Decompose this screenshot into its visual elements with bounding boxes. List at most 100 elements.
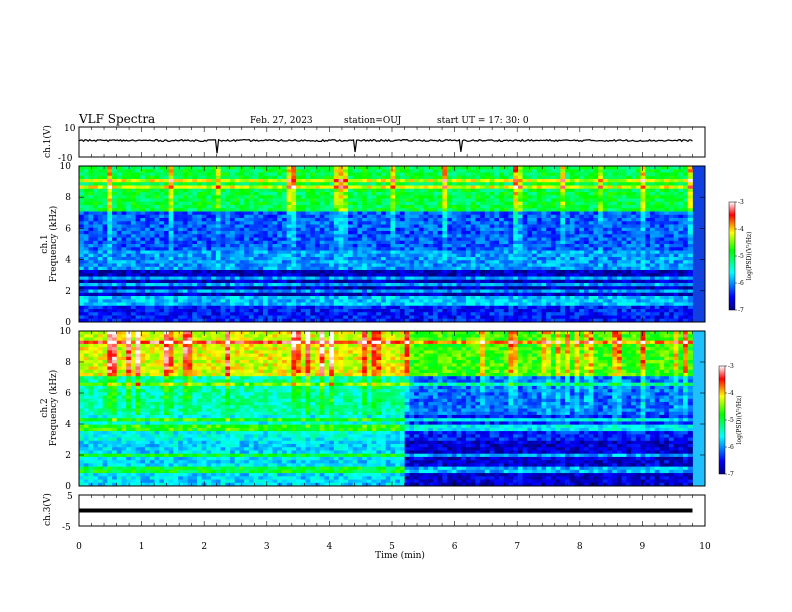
spectrogram-cell <box>395 231 401 235</box>
spectrogram-cell <box>159 247 165 251</box>
spectrogram-cell <box>225 201 231 206</box>
spectrogram-cell <box>574 195 580 199</box>
spectrogram-cell <box>654 279 660 284</box>
spectrogram-cell <box>281 179 288 183</box>
spectrogram-cell <box>130 250 137 255</box>
spectrogram-cell <box>163 175 170 180</box>
spectrogram-cell <box>428 240 434 245</box>
spectrogram-cell <box>381 263 387 268</box>
spectrogram-cell <box>230 218 236 222</box>
spectrogram-cell <box>88 237 94 242</box>
spectrogram-cell <box>527 234 533 238</box>
spectrogram-cell <box>310 283 316 287</box>
spectrogram-cell <box>182 231 188 235</box>
spectrogram-cell <box>281 208 288 212</box>
spectrogram-cell <box>376 244 382 248</box>
spectrogram-cell <box>659 175 665 180</box>
spectrogram-cell <box>116 227 122 232</box>
spectrogram-cell <box>451 224 457 229</box>
spectrogram-cell <box>314 263 321 268</box>
spectrogram-cell <box>300 195 306 199</box>
spectrogram-cell <box>211 192 217 196</box>
spectrogram-cell <box>645 257 651 261</box>
spectrogram-cell <box>145 266 151 271</box>
spectrogram-cell <box>362 240 368 245</box>
spectrogram-cell <box>541 205 547 209</box>
spectrogram-cell <box>503 253 509 258</box>
spectrogram-cell <box>220 240 226 245</box>
spectrogram-cell <box>93 237 99 242</box>
spectrogram-cell <box>527 198 533 203</box>
spectrogram-cell <box>192 247 198 251</box>
spectrogram-cell <box>258 266 264 271</box>
spectrogram-cell <box>168 188 174 193</box>
spectrogram-cell <box>220 172 226 177</box>
spectrogram-cell <box>447 208 453 212</box>
spectrogram-cell <box>645 188 651 193</box>
spectrogram-cell <box>244 211 250 216</box>
spectrogram-cell <box>645 182 651 186</box>
spectrogram-cell <box>244 273 250 277</box>
spectrogram-cell <box>277 244 283 248</box>
spectrogram-cell <box>522 270 528 274</box>
spectrogram-cell <box>201 169 207 173</box>
spectrogram-cell <box>97 188 103 193</box>
spectrogram-cell <box>135 166 141 170</box>
spectrogram-cell <box>631 224 637 229</box>
spectrogram-cell <box>593 279 599 284</box>
spectrogram-cell <box>357 250 363 255</box>
spectrogram-cell <box>93 224 99 229</box>
spectrogram-cell <box>196 175 203 180</box>
spectrogram-cell <box>248 218 255 222</box>
spectrogram-cell <box>234 247 240 251</box>
spectrogram-cell <box>182 172 188 177</box>
spectrogram-cell <box>546 179 552 183</box>
spectrogram-cell <box>560 263 566 268</box>
spectrogram-cell <box>447 227 453 232</box>
spectrogram-cell <box>362 279 368 284</box>
spectrogram-cell <box>286 234 292 238</box>
spectrogram-cell <box>253 208 259 212</box>
spectrogram-cell <box>635 218 641 222</box>
spectrogram-cell <box>588 169 594 173</box>
spectrogram-cell <box>673 211 679 216</box>
spectrogram-cell <box>149 234 155 238</box>
spectrogram-cell <box>385 279 391 284</box>
spectrogram-cell <box>569 172 575 177</box>
spectrogram-cell <box>126 283 132 287</box>
spectrogram-cell <box>555 192 561 196</box>
spectrogram-cell <box>154 214 160 219</box>
spectrogram-cell <box>296 172 302 177</box>
spectrogram-cell <box>135 185 141 190</box>
spectrogram-cell <box>390 231 396 235</box>
spectrogram-cell <box>541 201 547 206</box>
spectrogram-cell <box>281 257 288 261</box>
spectrogram-cell <box>112 208 118 212</box>
spectrogram-cell <box>503 237 509 242</box>
spectrogram-cell <box>196 185 203 190</box>
spectrogram-cell <box>447 263 453 268</box>
spectrogram-cell <box>565 273 571 277</box>
spectrogram-cell <box>409 188 415 193</box>
spectrogram-cell <box>343 250 349 255</box>
spectrogram-cell <box>602 273 608 277</box>
spectrogram-cell <box>215 250 221 255</box>
spectrogram-cell <box>494 257 500 261</box>
spectrogram-cell <box>678 260 684 264</box>
spectrogram-cell <box>347 234 354 238</box>
spectrogram-cell <box>484 179 490 183</box>
spectrogram-cell <box>263 211 269 216</box>
spectrogram-cell <box>626 201 632 206</box>
spectrogram-cell <box>442 205 448 209</box>
spectrogram-cell <box>687 188 693 193</box>
spectrogram-cell <box>272 279 278 284</box>
spectrogram-cell <box>116 201 122 206</box>
spectrogram-cell <box>461 234 467 238</box>
spectrogram-cell <box>168 244 174 248</box>
spectrogram-cell <box>399 276 406 281</box>
spectrogram-cell <box>654 169 660 173</box>
spectrogram-cell <box>579 279 585 284</box>
spectrogram-cell <box>522 273 528 277</box>
spectrogram-cell <box>475 244 481 248</box>
spectrogram-cell <box>173 276 179 281</box>
